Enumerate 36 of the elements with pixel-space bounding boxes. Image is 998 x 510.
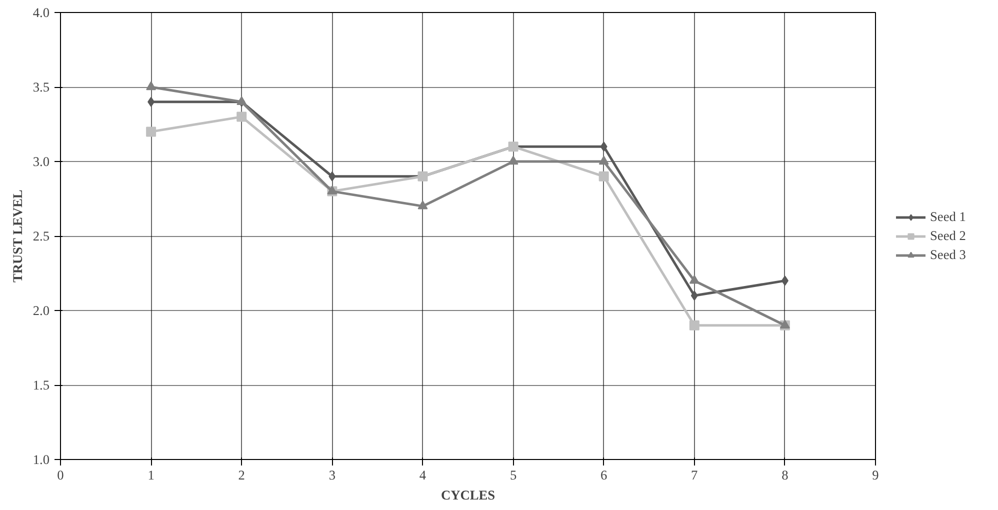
legend-label: Seed 1 bbox=[930, 208, 967, 224]
x-axis-title: CYCLES bbox=[440, 488, 496, 502]
point bbox=[690, 290, 698, 301]
x-tick-label: 7 bbox=[691, 468, 698, 482]
point bbox=[236, 112, 247, 122]
point bbox=[600, 142, 608, 152]
y-tick-label: 3.5 bbox=[32, 80, 50, 94]
legend-label: Seed 3 bbox=[930, 246, 967, 262]
point bbox=[598, 156, 609, 165]
y-tick-label: 4.0 bbox=[32, 5, 50, 20]
x-tick-label: 2 bbox=[238, 468, 245, 482]
y-tick-label: 1.0 bbox=[32, 452, 50, 467]
y-tick-label: 2.5 bbox=[32, 228, 50, 244]
point bbox=[146, 126, 156, 137]
x-tick-label: 8 bbox=[782, 468, 789, 482]
x-tick-label: 3 bbox=[328, 468, 336, 482]
point bbox=[781, 276, 788, 286]
y-tick-label: 2.0 bbox=[32, 303, 50, 318]
x-tick-label: 9 bbox=[872, 468, 880, 482]
point bbox=[328, 171, 336, 182]
point bbox=[598, 171, 609, 182]
point bbox=[689, 275, 700, 284]
legend-label: Seed 2 bbox=[930, 228, 967, 244]
x-tick-label: 5 bbox=[510, 468, 517, 482]
point bbox=[148, 96, 155, 107]
point bbox=[689, 320, 700, 330]
x-tick-label: 0 bbox=[57, 468, 64, 482]
point bbox=[418, 200, 428, 210]
point bbox=[508, 156, 518, 165]
x-tick-label: 6 bbox=[600, 468, 608, 482]
y-axis-title: TRUST LEVEL bbox=[10, 190, 25, 282]
y-tick-label: 1.5 bbox=[32, 378, 50, 392]
point bbox=[146, 81, 156, 90]
y-tick-label: 3.0 bbox=[32, 154, 50, 169]
x-tick-label: 1 bbox=[148, 468, 154, 482]
x-tick-label: 4 bbox=[419, 468, 426, 482]
